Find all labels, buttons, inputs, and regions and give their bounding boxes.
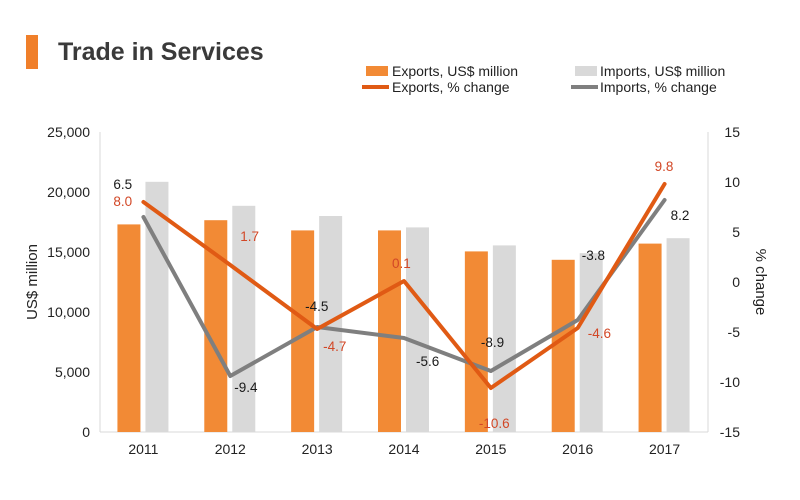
imports-pct-line: [141, 198, 667, 378]
exports-bar: [464, 251, 488, 432]
exports-bar: [204, 220, 228, 432]
imports-bar: [145, 181, 169, 432]
legend: Exports, US$ million Imports, US$ million…: [362, 63, 725, 95]
y2-tick-label: 15: [724, 124, 740, 140]
exports-pct-data-label: 1.7: [240, 229, 259, 244]
legend-exports-bar-label: Exports, US$ million: [392, 63, 518, 79]
chart-title: Trade in Services: [58, 38, 264, 66]
exports-pct-data-label: 8.0: [113, 194, 132, 209]
x-tick-label: 2013: [302, 441, 333, 457]
imports-pct-data-label: -4.5: [305, 299, 328, 314]
x-tick-label: 2016: [562, 441, 593, 457]
y-tick-label: 10,000: [47, 304, 90, 320]
imports-pct-data-label: -5.6: [416, 354, 439, 369]
exports-bar: [378, 230, 401, 432]
axes: 0 5,000 10,000 15,000 20,000 25,000 -15 -10 -5 0 5…: [24, 124, 769, 457]
y2-tick-label: 0: [732, 274, 740, 290]
y-tick-label: 5,000: [55, 364, 90, 380]
imports-pct-data-label: -8.9: [481, 335, 504, 350]
data-labels: 8.0 1.7 -4.7 0.1 -10.6 -4.6 9.8 6.5 -9.4 -4.5 -5.6…: [113, 159, 689, 431]
imports-bar: [319, 216, 343, 432]
y2-tick-label: -10: [720, 374, 740, 390]
y2-tick-label: 10: [724, 174, 740, 190]
legend-imports-bar-label: Imports, US$ million: [600, 63, 725, 79]
y-tick-label: 15,000: [47, 244, 90, 260]
imports-bar: [492, 245, 516, 432]
x-tick-label: 2017: [649, 441, 680, 457]
exports-pct-data-label: -4.6: [588, 326, 611, 341]
y-tick-label: 25,000: [47, 124, 90, 140]
imports-pct-data-label: -3.8: [582, 248, 605, 263]
exports-bar: [638, 243, 662, 432]
exports-pct-data-label: -4.7: [323, 339, 346, 354]
y-tick-label: 20,000: [47, 184, 90, 200]
imports-bar: [406, 227, 429, 432]
exports-pct-data-label: -10.6: [479, 416, 510, 431]
imports-pct-data-label: 6.5: [113, 177, 132, 192]
y2-axis-title: % change: [752, 249, 769, 316]
x-tick-label: 2015: [475, 441, 506, 457]
exports-pct-data-label: 0.1: [392, 256, 411, 271]
y2-tick-label: -15: [720, 424, 740, 440]
y-axis-title: US$ million: [24, 244, 41, 320]
imports-pct-data-label: 8.2: [671, 208, 690, 223]
legend-exports-bar-swatch: [366, 66, 388, 76]
imports-bar: [666, 238, 690, 432]
imports-bar: [232, 205, 256, 432]
exports-bar: [291, 230, 315, 432]
legend-imports-line-label: Imports, % change: [600, 79, 717, 95]
bars: [117, 181, 690, 432]
x-tick-label: 2014: [388, 441, 419, 457]
x-tick-label: 2012: [215, 441, 246, 457]
y-tick-label: 0: [82, 424, 90, 440]
legend-exports-line-label: Exports, % change: [392, 79, 510, 95]
exports-pct-line: [141, 182, 667, 390]
exports-bar: [551, 259, 575, 432]
legend-imports-bar-swatch: [575, 66, 597, 76]
exports-pct-data-label: 9.8: [655, 159, 674, 174]
imports-bar: [579, 253, 603, 432]
exports-bar: [117, 224, 141, 432]
lines: [141, 182, 667, 390]
y2-tick-label: 5: [732, 224, 740, 240]
imports-pct-data-label: -9.4: [234, 380, 258, 395]
title-accent-bar: [26, 35, 38, 69]
x-tick-label: 2011: [128, 441, 158, 457]
y2-tick-label: -5: [728, 324, 741, 340]
